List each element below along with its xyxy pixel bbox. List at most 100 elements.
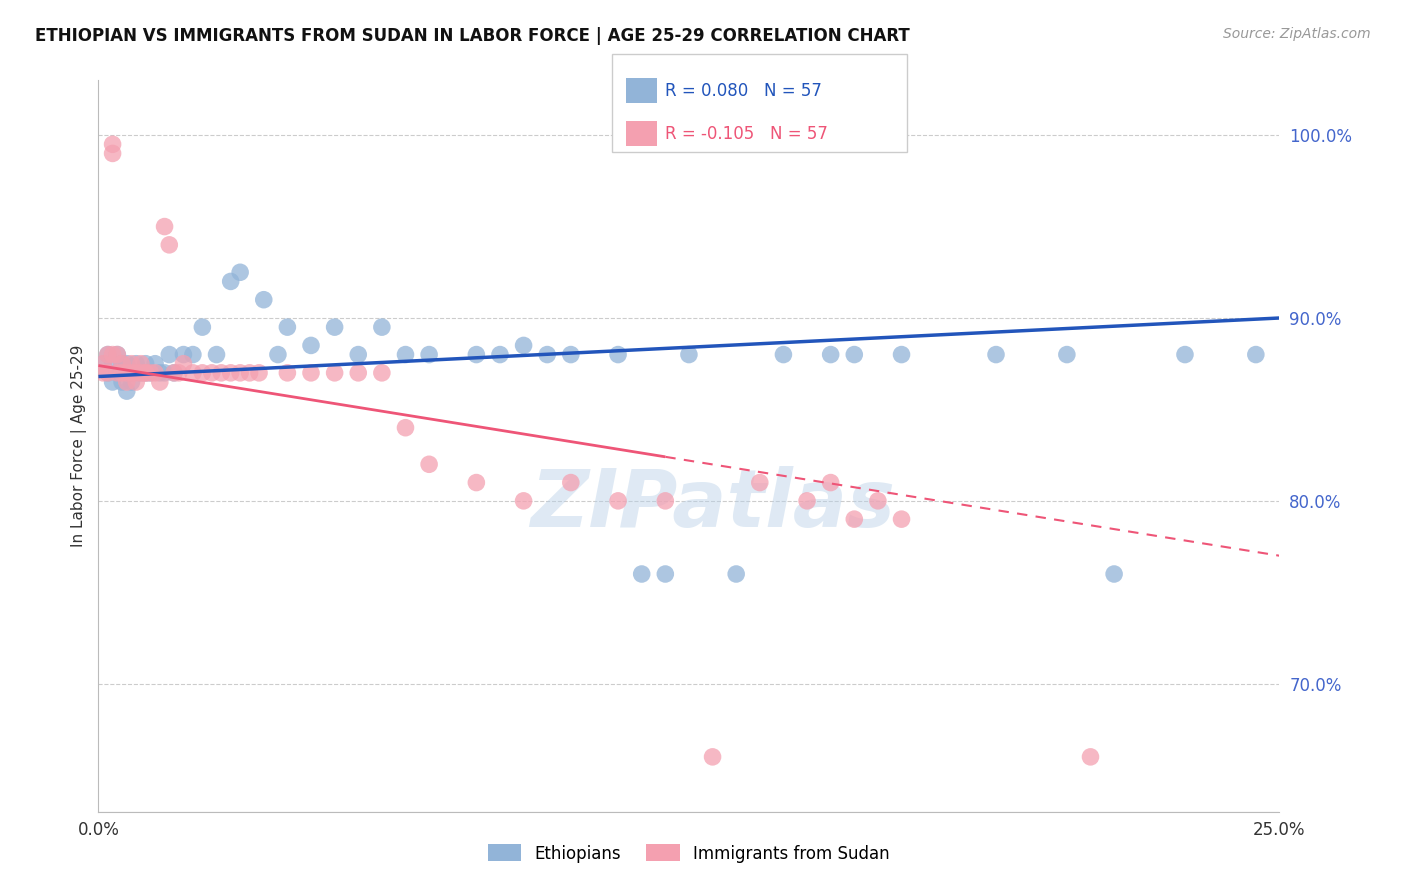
Point — [276, 320, 298, 334]
Point — [654, 493, 676, 508]
Point — [219, 274, 242, 288]
Point — [1244, 347, 1267, 362]
Point — [560, 475, 582, 490]
Point — [630, 567, 652, 582]
Point — [101, 137, 124, 152]
Point — [890, 347, 912, 362]
Point — [323, 320, 346, 334]
Point — [105, 347, 128, 362]
Point — [167, 366, 190, 380]
Point — [191, 366, 214, 380]
Point — [229, 265, 252, 279]
Text: R = 0.080   N = 57: R = 0.080 N = 57 — [665, 82, 823, 100]
Point — [105, 347, 128, 362]
Point — [172, 357, 194, 371]
Point — [97, 347, 120, 362]
Point — [157, 347, 180, 362]
Point — [820, 475, 842, 490]
Point — [276, 366, 298, 380]
Point — [347, 366, 370, 380]
Legend: Ethiopians, Immigrants from Sudan: Ethiopians, Immigrants from Sudan — [481, 838, 897, 869]
Point — [772, 347, 794, 362]
Text: ZIPatlas: ZIPatlas — [530, 466, 896, 543]
Point — [702, 749, 724, 764]
Point — [536, 347, 558, 362]
Point — [465, 475, 488, 490]
Point — [115, 366, 138, 380]
Point — [489, 347, 512, 362]
Point — [135, 366, 157, 380]
Point — [607, 493, 630, 508]
Point — [247, 366, 270, 380]
Point — [418, 347, 440, 362]
Point — [97, 366, 120, 380]
Point — [219, 366, 242, 380]
Point — [139, 366, 162, 380]
Point — [181, 347, 204, 362]
Point — [512, 493, 534, 508]
Point — [253, 293, 276, 307]
Point — [371, 366, 394, 380]
Point — [678, 347, 700, 362]
Text: R = -0.105   N = 57: R = -0.105 N = 57 — [665, 125, 828, 143]
Point — [125, 375, 148, 389]
Point — [796, 493, 818, 508]
Point — [143, 366, 166, 380]
Point — [115, 357, 138, 371]
Point — [157, 238, 180, 252]
Point — [866, 493, 889, 508]
Point — [97, 347, 120, 362]
Point — [111, 375, 134, 389]
Point — [149, 375, 172, 389]
Point — [299, 338, 322, 352]
Point — [607, 347, 630, 362]
Point — [101, 375, 124, 389]
Point — [125, 357, 148, 371]
Point — [135, 366, 157, 380]
Point — [371, 320, 394, 334]
Point — [181, 366, 204, 380]
Text: ETHIOPIAN VS IMMIGRANTS FROM SUDAN IN LABOR FORCE | AGE 25-29 CORRELATION CHART: ETHIOPIAN VS IMMIGRANTS FROM SUDAN IN LA… — [35, 27, 910, 45]
Point — [101, 347, 124, 362]
Point — [890, 512, 912, 526]
Point — [91, 366, 114, 380]
Point — [748, 475, 770, 490]
Point — [1102, 567, 1125, 582]
Point — [115, 375, 138, 389]
Point — [984, 347, 1007, 362]
Point — [323, 366, 346, 380]
Point — [111, 357, 134, 371]
Point — [143, 357, 166, 371]
Point — [209, 366, 232, 380]
Point — [844, 347, 866, 362]
Point — [121, 357, 143, 371]
Point — [1174, 347, 1197, 362]
Point — [91, 357, 114, 371]
Text: Source: ZipAtlas.com: Source: ZipAtlas.com — [1223, 27, 1371, 41]
Point — [129, 366, 152, 380]
Point — [820, 347, 842, 362]
Point — [105, 366, 128, 380]
Point — [191, 320, 214, 334]
Point — [1080, 749, 1102, 764]
Point — [512, 338, 534, 352]
Point — [153, 366, 176, 380]
Point — [201, 366, 224, 380]
Point — [101, 357, 124, 371]
Point — [129, 357, 152, 371]
Point — [121, 375, 143, 389]
Point — [239, 366, 262, 380]
Point — [299, 366, 322, 380]
Point — [91, 357, 114, 371]
Point — [149, 366, 172, 380]
Point — [163, 366, 186, 380]
Point — [111, 357, 134, 371]
Point — [111, 366, 134, 380]
Point — [267, 347, 290, 362]
Point — [418, 458, 440, 472]
Point — [101, 146, 124, 161]
Point — [394, 347, 416, 362]
Point — [229, 366, 252, 380]
Point — [121, 366, 143, 380]
Point — [121, 366, 143, 380]
